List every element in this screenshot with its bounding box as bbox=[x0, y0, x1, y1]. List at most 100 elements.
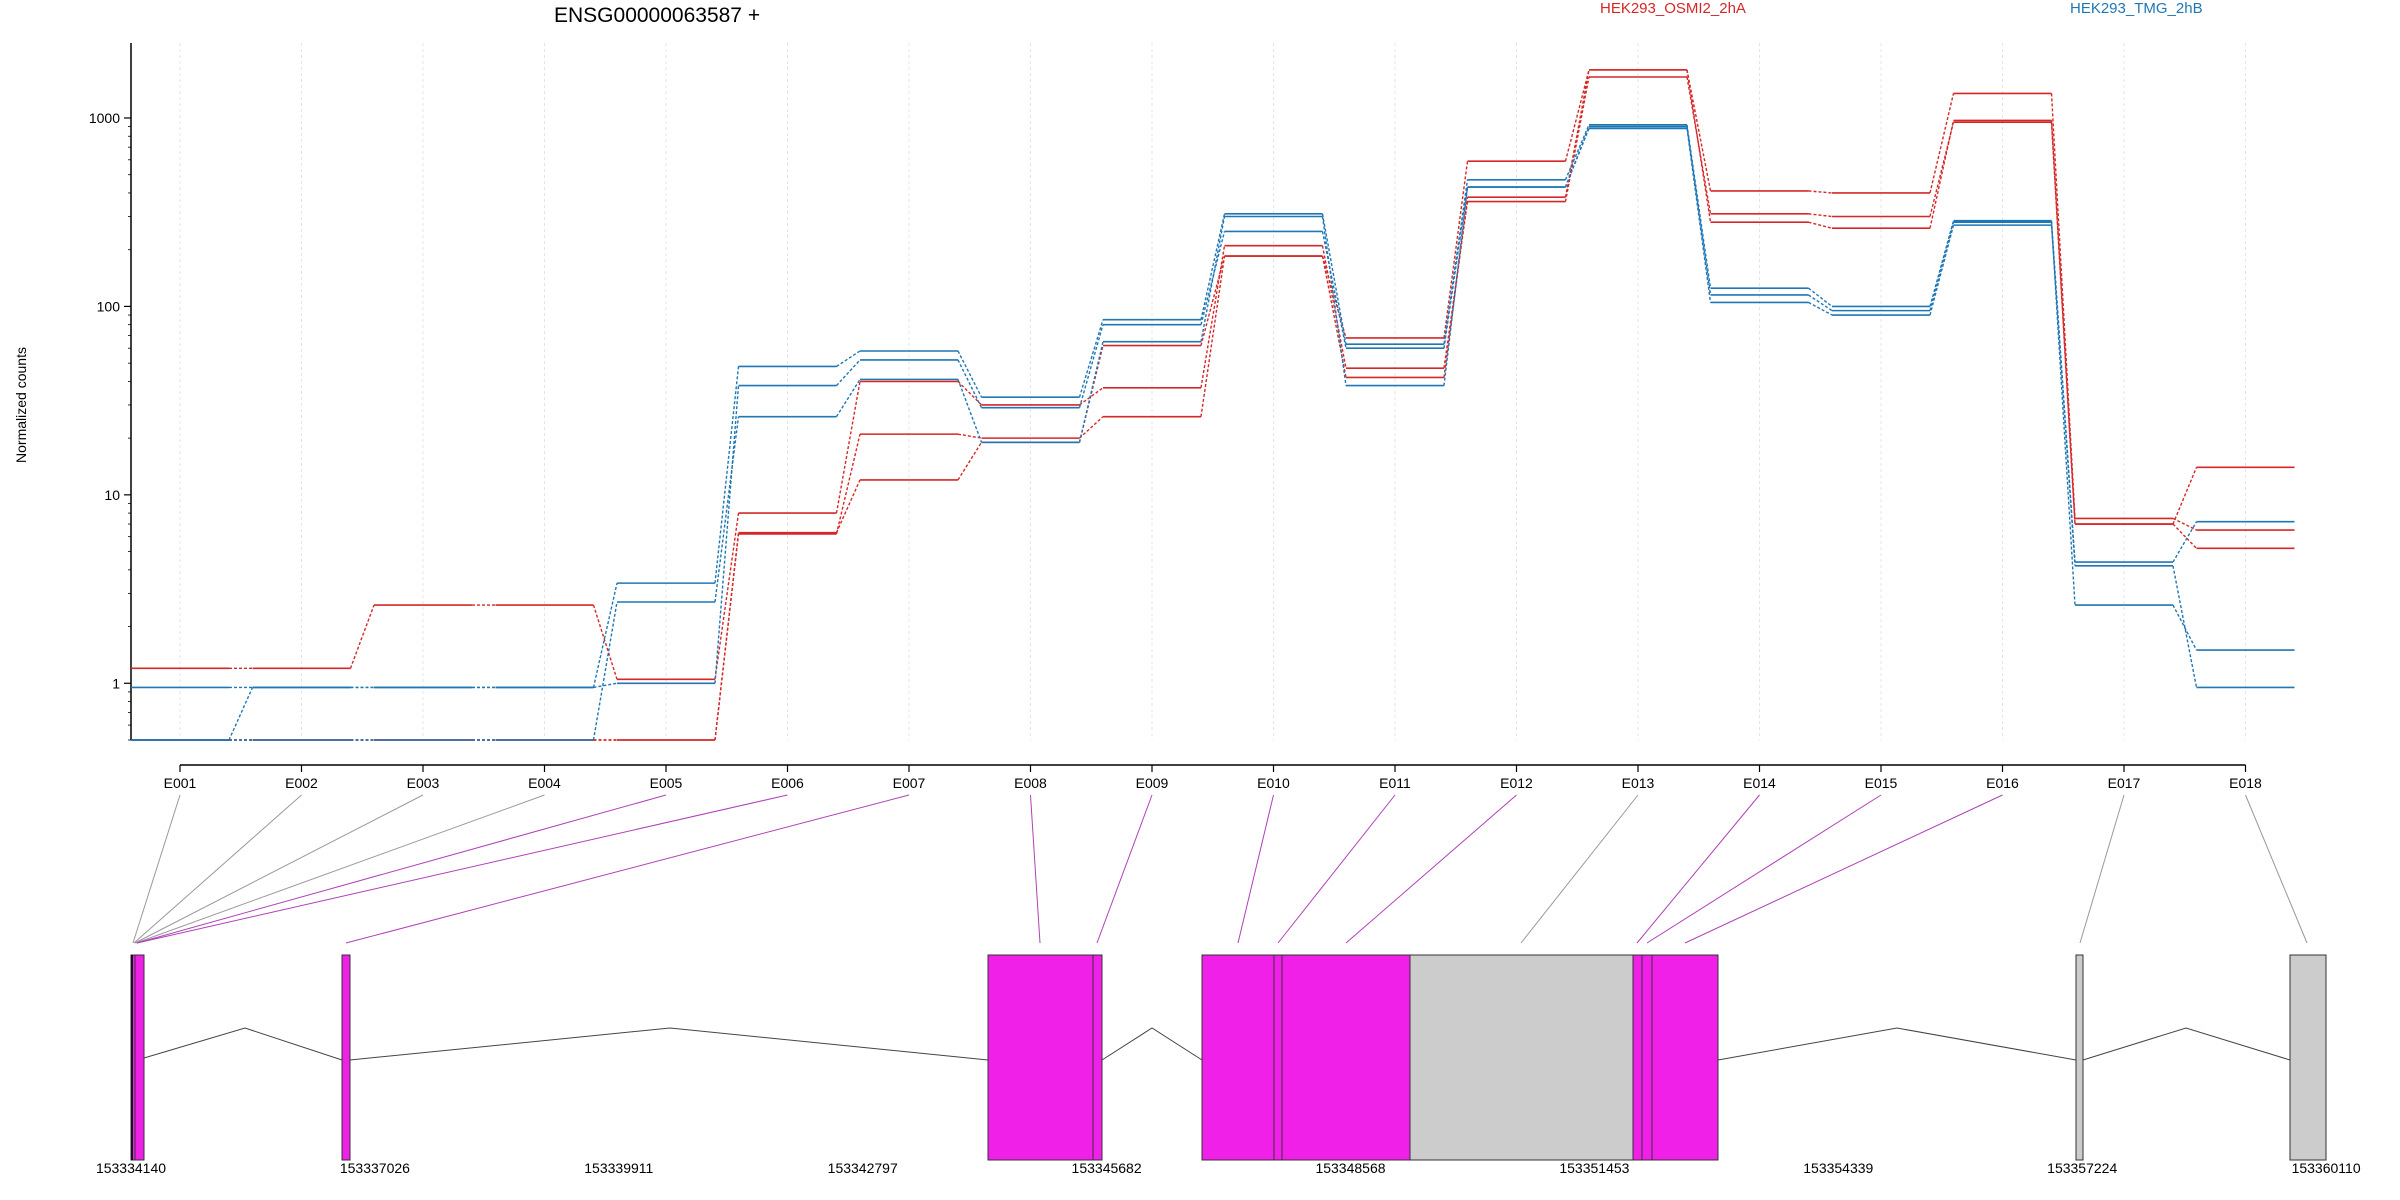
series-transition bbox=[1321, 213, 1347, 345]
series-transition bbox=[1078, 341, 1104, 443]
series-transition bbox=[957, 433, 982, 439]
x-tick-label-e002: E002 bbox=[285, 775, 318, 791]
y-tick-label: 10 bbox=[104, 487, 120, 503]
series-transition bbox=[1929, 93, 1955, 194]
series-transition bbox=[1078, 319, 1104, 398]
series-transition bbox=[714, 513, 740, 680]
connector-e007 bbox=[345, 794, 910, 944]
series-transition bbox=[2172, 467, 2198, 525]
connector-e016 bbox=[1684, 794, 2003, 944]
exon-block bbox=[1281, 954, 1411, 1161]
connector-e001 bbox=[132, 794, 181, 944]
series-transition bbox=[1321, 231, 1347, 349]
intron-line bbox=[349, 1027, 989, 1061]
plot-area: 1 10 100 1000 E001 E002 E003 E004 E005 E006 E007 E0… bbox=[89, 43, 2295, 791]
connector-e013 bbox=[1520, 794, 1639, 944]
connector-e006 bbox=[136, 794, 788, 944]
series-transition bbox=[1808, 221, 1833, 229]
series-transition bbox=[714, 366, 740, 584]
exon-block bbox=[2289, 954, 2327, 1161]
x-tick-label-e018: E018 bbox=[2229, 775, 2262, 791]
exon-block bbox=[1632, 954, 1643, 1161]
series-transition bbox=[957, 379, 983, 443]
x-tick-label-e006: E006 bbox=[771, 775, 804, 791]
connector-e009 bbox=[1096, 794, 1153, 944]
genomic-coordinate-label: 153354339 bbox=[1803, 1160, 1873, 1176]
series-transition bbox=[1200, 213, 1226, 320]
series-transition bbox=[1686, 69, 1712, 223]
x-tick-label-e017: E017 bbox=[2108, 775, 2141, 791]
series-transition bbox=[593, 682, 618, 689]
series-transition bbox=[1200, 245, 1226, 388]
y-axis-label: Normalized counts bbox=[13, 347, 29, 463]
series-transition bbox=[1564, 76, 1590, 202]
genomic-coordinate-label: 153360110 bbox=[2292, 1160, 2361, 1176]
series-transition bbox=[1321, 255, 1347, 378]
genomic-coordinate-label: 153345682 bbox=[1072, 1160, 1142, 1176]
series-transition bbox=[1200, 231, 1226, 325]
genomic-coordinate-label: 153339911 bbox=[584, 1160, 653, 1176]
series-transition bbox=[1929, 122, 1955, 217]
series-transition bbox=[835, 433, 861, 535]
x-tick-label-e004: E004 bbox=[528, 775, 561, 791]
series-transition bbox=[592, 604, 618, 680]
series-transition bbox=[835, 359, 861, 387]
series-transition bbox=[714, 416, 740, 603]
connector-e015 bbox=[1646, 794, 1882, 944]
genomic-coordinate-label: 153337026 bbox=[340, 1160, 410, 1176]
series-transition bbox=[1929, 220, 1955, 307]
genomic-coordinate-label: 153334140 bbox=[96, 1160, 166, 1176]
series-transition bbox=[2172, 517, 2197, 531]
series-transition bbox=[1686, 126, 1712, 296]
series-transition bbox=[1808, 287, 1833, 307]
series-1 bbox=[131, 76, 2295, 681]
series-transition bbox=[2050, 225, 2076, 566]
series-transition bbox=[1808, 294, 1833, 312]
series-transition bbox=[1443, 161, 1469, 339]
genomic-coordinate-label: 153357224 bbox=[2047, 1160, 2117, 1176]
series-transition bbox=[1443, 179, 1469, 345]
series-2 bbox=[131, 69, 2295, 741]
series-transition bbox=[1443, 197, 1469, 378]
x-tick-label-e015: E015 bbox=[1865, 775, 1898, 791]
connector-e017 bbox=[2079, 794, 2125, 944]
exon-block bbox=[1201, 954, 1275, 1161]
connector-e014 bbox=[1636, 794, 1760, 944]
series-transition bbox=[1686, 128, 1712, 303]
exon-block bbox=[1641, 954, 1653, 1161]
series-transition bbox=[228, 687, 254, 741]
series-transition bbox=[1321, 245, 1347, 369]
series-transition bbox=[1078, 324, 1104, 408]
series-transition bbox=[1564, 69, 1590, 162]
exon-block bbox=[987, 954, 1094, 1161]
exon-connectors bbox=[132, 794, 2308, 944]
series-transition bbox=[1564, 128, 1590, 188]
connector-e012 bbox=[1345, 794, 1517, 944]
connector-e002 bbox=[133, 794, 302, 944]
y-tick-label: 1000 bbox=[89, 110, 120, 126]
exon-block bbox=[1409, 954, 1634, 1161]
intron-line bbox=[143, 1027, 343, 1061]
series-transition bbox=[835, 479, 861, 533]
genomic-coordinate-label: 153348568 bbox=[1315, 1160, 1385, 1176]
connector-e003 bbox=[134, 794, 424, 944]
x-tick-label-e016: E016 bbox=[1986, 775, 2019, 791]
series-transition bbox=[1200, 216, 1226, 342]
series-5 bbox=[131, 125, 2295, 741]
x-tick-label-e005: E005 bbox=[650, 775, 683, 791]
x-tick-label-e014: E014 bbox=[1743, 775, 1776, 791]
exon-block bbox=[134, 954, 145, 1161]
exon-block bbox=[1273, 954, 1283, 1161]
series-transition bbox=[2050, 93, 2076, 519]
x-tick-label-e013: E013 bbox=[1622, 775, 1655, 791]
exon-block bbox=[2075, 954, 2084, 1161]
series-transition bbox=[592, 582, 618, 688]
connector-e008 bbox=[1030, 794, 1041, 944]
series-transition bbox=[1929, 221, 1955, 311]
series-transition bbox=[1808, 190, 1833, 194]
series-transition bbox=[1321, 216, 1347, 386]
gene-model: 153334140 153337026 153339911 153342797 1533… bbox=[96, 954, 2361, 1176]
legend-entry-osmi2: HEK293_OSMI2_2hA bbox=[1600, 0, 1746, 17]
series-transition bbox=[957, 350, 983, 398]
